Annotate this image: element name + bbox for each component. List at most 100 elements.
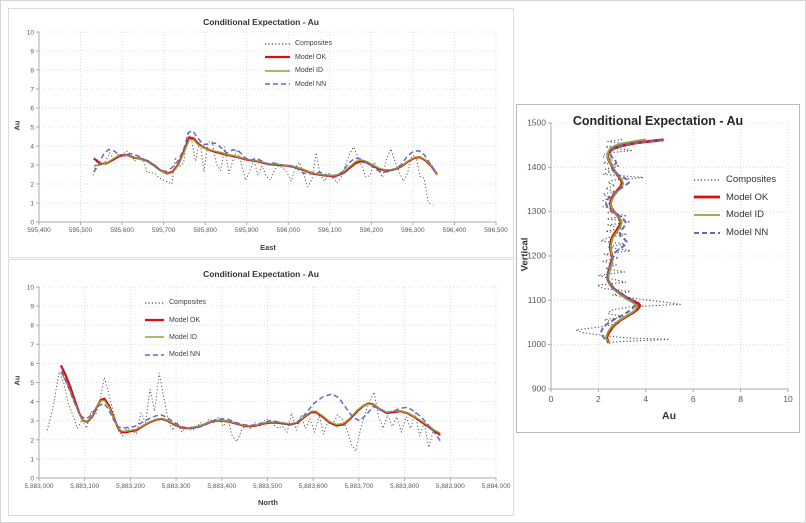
svg-text:4: 4 — [30, 399, 34, 406]
legend-label: Model ID — [169, 333, 198, 341]
legend-label: Model OK — [169, 316, 201, 324]
svg-text:0: 0 — [30, 476, 34, 483]
svg-text:8: 8 — [30, 323, 34, 330]
svg-text:7: 7 — [30, 342, 34, 349]
svg-text:5,883,300: 5,883,300 — [162, 483, 191, 490]
svg-text:2: 2 — [30, 437, 34, 444]
svg-text:595,800: 595,800 — [193, 227, 217, 234]
solid-line-icon — [144, 334, 165, 340]
north-chart-plot-area: 5,883,000 5,883,100 5,883,200 5,883,300 5,88… — [25, 285, 511, 491]
legend-label: Composites — [295, 40, 332, 48]
svg-text:1: 1 — [30, 201, 34, 208]
legend-label: Composites — [726, 174, 777, 186]
legend-label: Model NN — [169, 351, 201, 359]
svg-text:3: 3 — [30, 163, 34, 170]
chart-title: Conditional Expectation - Au — [203, 269, 319, 279]
legend-item-composites: Composites — [264, 37, 332, 51]
svg-text:5,883,700: 5,883,700 — [344, 483, 373, 490]
legend-item-model-id: Model ID — [144, 329, 206, 346]
legend-item-model-ok: Model OK — [144, 311, 206, 328]
svg-text:2: 2 — [596, 394, 601, 404]
solid-line-icon — [693, 212, 721, 218]
svg-text:5,883,500: 5,883,500 — [253, 483, 282, 490]
legend: Composites Model OK Model ID Model NN — [144, 294, 206, 364]
solid-line-icon — [264, 54, 291, 60]
dashed-line-icon — [693, 230, 721, 236]
svg-text:5: 5 — [30, 380, 34, 387]
y-axis-label: Au — [12, 375, 22, 386]
legend-label: Model OK — [295, 53, 327, 61]
vertical-chart-plot-area: 0 2 4 6 8 10 900 1000 1100 1200 1300 1400 1500 — [527, 118, 793, 405]
y-axis-label: Vertical — [519, 237, 531, 272]
svg-text:3: 3 — [30, 418, 34, 425]
svg-text:5,884,000: 5,884,000 — [482, 483, 511, 490]
east-chart-plot-area: 595,400 595,500 595,600 595,700 595,800 595,9… — [27, 30, 508, 235]
dotted-line-icon — [144, 300, 165, 306]
svg-text:596,400: 596,400 — [443, 227, 467, 234]
dashed-line-icon — [144, 352, 165, 358]
svg-text:1400: 1400 — [527, 162, 546, 172]
svg-text:1200: 1200 — [527, 251, 546, 261]
svg-text:8: 8 — [738, 394, 743, 404]
svg-text:10: 10 — [27, 285, 35, 292]
svg-text:6: 6 — [30, 361, 34, 368]
svg-text:595,900: 595,900 — [235, 227, 259, 234]
svg-text:1000: 1000 — [527, 339, 546, 349]
chart-title: Conditional Expectation - Au — [572, 114, 744, 128]
solid-line-icon — [144, 317, 165, 323]
legend-item-model-ok: Model OK — [264, 51, 332, 65]
east-profile-chart-panel: 595,400 595,500 595,600 595,700 595,800 595,9… — [8, 8, 514, 258]
legend-label: Model ID — [295, 67, 324, 75]
solid-line-icon — [264, 68, 291, 74]
x-axis-label: North — [258, 498, 278, 507]
svg-text:596,200: 596,200 — [360, 227, 384, 234]
legend-item-model-id: Model ID — [693, 206, 776, 224]
x-axis-label: East — [260, 243, 276, 252]
svg-text:596,000: 596,000 — [277, 227, 301, 234]
dashed-line-icon — [264, 81, 291, 87]
legend-label: Model OK — [726, 191, 769, 203]
legend-label: Model NN — [295, 80, 327, 88]
solid-line-icon — [693, 194, 721, 200]
legend-item-model-ok: Model OK — [693, 189, 776, 207]
svg-text:596,100: 596,100 — [318, 227, 342, 234]
svg-text:6: 6 — [691, 394, 696, 404]
x-axis-label: Au — [662, 410, 676, 422]
legend-label: Model NN — [726, 227, 769, 239]
svg-text:2: 2 — [30, 182, 34, 189]
svg-text:5,883,600: 5,883,600 — [299, 483, 328, 490]
dotted-line-icon — [264, 41, 291, 47]
legend: Composites Model OK Model ID Model NN — [264, 37, 332, 91]
svg-text:5,883,000: 5,883,000 — [25, 483, 54, 490]
vertical-profile-chart-panel: 0 2 4 6 8 10 900 1000 1100 1200 1300 1400 1500 Condi… — [516, 104, 800, 433]
svg-text:5,883,100: 5,883,100 — [70, 483, 99, 490]
y-axis-label: Au — [12, 120, 22, 131]
svg-text:595,500: 595,500 — [69, 227, 93, 234]
svg-text:5,883,400: 5,883,400 — [207, 483, 236, 490]
legend-item-model-id: Model ID — [264, 64, 332, 78]
svg-text:5,883,900: 5,883,900 — [436, 483, 465, 490]
svg-text:4: 4 — [30, 144, 34, 151]
svg-text:595,700: 595,700 — [152, 227, 176, 234]
svg-text:1100: 1100 — [528, 295, 547, 305]
svg-text:0: 0 — [30, 220, 34, 227]
svg-text:6: 6 — [30, 106, 34, 113]
legend-item-composites: Composites — [144, 294, 206, 311]
svg-text:5,883,200: 5,883,200 — [116, 483, 145, 490]
svg-text:596,500: 596,500 — [484, 227, 508, 234]
legend: Composites Model OK Model ID Model NN — [693, 171, 776, 241]
legend-item-model-nn: Model NN — [144, 346, 206, 363]
north-profile-chart-panel: 5,883,000 5,883,100 5,883,200 5,883,300 5,88… — [8, 259, 514, 516]
svg-text:1500: 1500 — [527, 118, 546, 128]
svg-text:596,300: 596,300 — [401, 227, 425, 234]
legend-label: Model ID — [726, 209, 765, 221]
svg-text:7: 7 — [30, 87, 34, 94]
svg-text:5,883,800: 5,883,800 — [390, 483, 419, 490]
svg-text:4: 4 — [643, 394, 648, 404]
legend-item-model-nn: Model NN — [264, 78, 332, 92]
svg-text:595,400: 595,400 — [27, 227, 51, 234]
legend-item-composites: Composites — [693, 171, 776, 189]
svg-text:10: 10 — [27, 30, 35, 37]
svg-text:10: 10 — [783, 394, 793, 404]
